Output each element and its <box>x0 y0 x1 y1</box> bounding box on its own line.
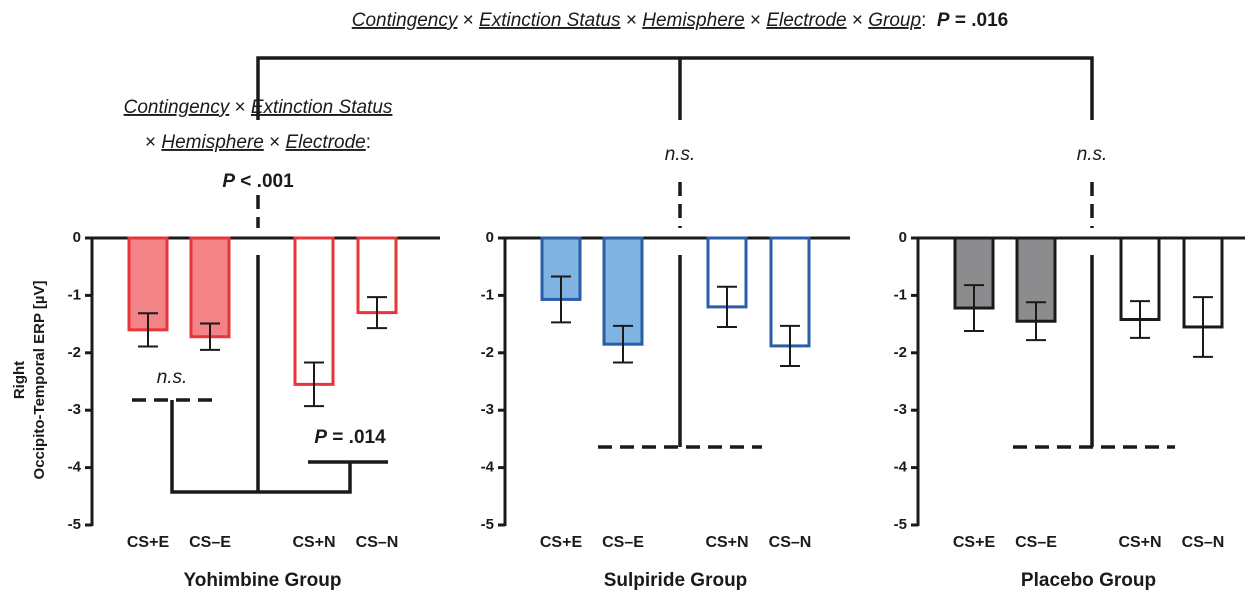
y-tick-label: -2 <box>68 344 81 361</box>
annotation: P < .001 <box>222 171 294 192</box>
y-axis-label: Occipito-Temporal ERP [µV] <box>31 281 48 480</box>
brackets <box>132 56 1175 494</box>
y-tick-label: -4 <box>481 459 495 476</box>
x-tick-label: CS–E <box>602 534 644 551</box>
bar <box>189 236 231 339</box>
annotation: × Hemisphere × Electrode: <box>145 132 371 153</box>
x-tick-label: CS–N <box>1182 534 1225 551</box>
y-tick-label: -3 <box>68 401 81 418</box>
annotation-part: × <box>847 10 869 31</box>
annotation-part: × <box>745 10 767 31</box>
y-axis-label: Right <box>11 361 28 399</box>
annotation-part: Hemisphere <box>161 132 263 153</box>
x-tick-label: CS+N <box>292 534 335 551</box>
y-tick-label: -2 <box>481 344 494 361</box>
annotation-part: < .001 <box>235 171 294 192</box>
annotation-part: Extinction Status <box>251 97 393 118</box>
x-tick-label: CS–N <box>356 534 399 551</box>
annotation-part: × <box>145 132 161 153</box>
annotation-part: n.s. <box>157 367 188 388</box>
y-tick-label: -3 <box>481 401 494 418</box>
y-tick-label: -5 <box>894 516 907 533</box>
annotation-part: = .014 <box>327 427 386 448</box>
y-tick-label: 0 <box>73 229 81 246</box>
annotation-part: : <box>921 10 937 31</box>
annotation-part: × <box>457 10 479 31</box>
x-tick-label: CS–E <box>189 534 231 551</box>
annotation: n.s. <box>665 144 696 165</box>
y-tick-label: -1 <box>481 286 494 303</box>
annotation: P = .014 <box>314 427 386 448</box>
annotation-part: Contingency <box>124 97 231 118</box>
annotation-part: × <box>229 97 251 118</box>
panel-title: Sulpiride Group <box>604 570 748 591</box>
x-tick-label: CS+E <box>127 534 170 551</box>
panel-title: Placebo Group <box>1021 570 1156 591</box>
y-tick-label: -1 <box>68 286 81 303</box>
x-tick-label: CS–E <box>1015 534 1057 551</box>
annotation-part: n.s. <box>665 144 696 165</box>
y-tick-label: -1 <box>894 286 907 303</box>
annotation-part: × <box>621 10 643 31</box>
y-tick-label: -2 <box>894 344 907 361</box>
x-tick-label: CS+E <box>540 534 583 551</box>
y-tick-label: -5 <box>68 516 81 533</box>
x-tick-label: CS–N <box>769 534 812 551</box>
y-tick-label: -4 <box>894 459 908 476</box>
bar <box>769 236 811 348</box>
annotation-part: × <box>264 132 286 153</box>
bracket-line <box>170 400 352 494</box>
annotation-part: = .016 <box>950 10 1009 31</box>
annotation-part: Electrode <box>285 132 365 153</box>
annotation: Contingency × Extinction Status × Hemisp… <box>352 10 1008 31</box>
annotation-part: Group <box>868 10 921 31</box>
y-tick-label: -3 <box>894 401 907 418</box>
annotation-part: n.s. <box>1077 144 1108 165</box>
annotation-part: Hemisphere <box>642 10 744 31</box>
annotation-part: P <box>937 10 950 31</box>
annotation-part: Contingency <box>352 10 459 31</box>
annotation-part: Extinction Status <box>479 10 621 31</box>
panel-title: Yohimbine Group <box>184 570 342 591</box>
x-tick-label: CS+N <box>1118 534 1161 551</box>
annotation-part: P <box>314 427 327 448</box>
y-tick-label: -4 <box>68 459 82 476</box>
annotation: n.s. <box>157 367 188 388</box>
annotation: n.s. <box>1077 144 1108 165</box>
annotation-part: P <box>222 171 235 192</box>
x-tick-label: CS+N <box>705 534 748 551</box>
top-bracket <box>256 56 1094 120</box>
x-tick-label: CS+E <box>953 534 996 551</box>
annotation-part: Electrode <box>766 10 846 31</box>
y-tick-label: 0 <box>899 229 907 246</box>
y-tick-label: -5 <box>481 516 494 533</box>
y-tick-label: 0 <box>486 229 494 246</box>
annotation: Contingency × Extinction Status <box>124 97 393 118</box>
annotation-part: : <box>366 132 371 153</box>
